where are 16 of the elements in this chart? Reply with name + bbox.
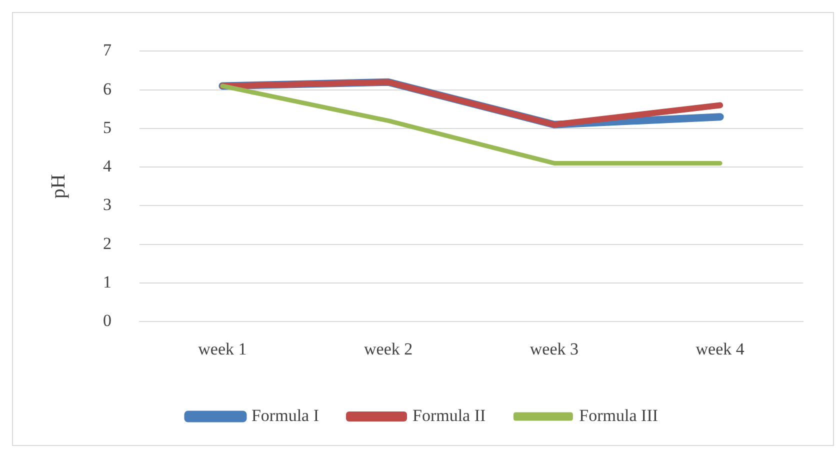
- legend-label: Formula II: [412, 406, 486, 425]
- y-tick-label: 4: [103, 156, 112, 176]
- y-tick-label: 5: [103, 118, 112, 137]
- x-tick-label: week 2: [364, 339, 413, 358]
- y-tick-label: 0: [103, 311, 112, 330]
- y-tick-label: 7: [103, 40, 112, 60]
- x-tick-label: week 4: [696, 339, 745, 358]
- legend-label: Formula I: [251, 406, 320, 425]
- x-tick-label: week 3: [530, 339, 578, 358]
- y-tick-label: 2: [103, 234, 112, 253]
- y-axis-title: pH: [47, 174, 70, 199]
- y-tick-label: 1: [103, 272, 112, 292]
- legend-label: Formula III: [579, 406, 658, 425]
- y-tick-label: 3: [103, 195, 112, 214]
- y-tick-label: 6: [103, 79, 112, 98]
- x-tick-label: week 1: [198, 339, 247, 358]
